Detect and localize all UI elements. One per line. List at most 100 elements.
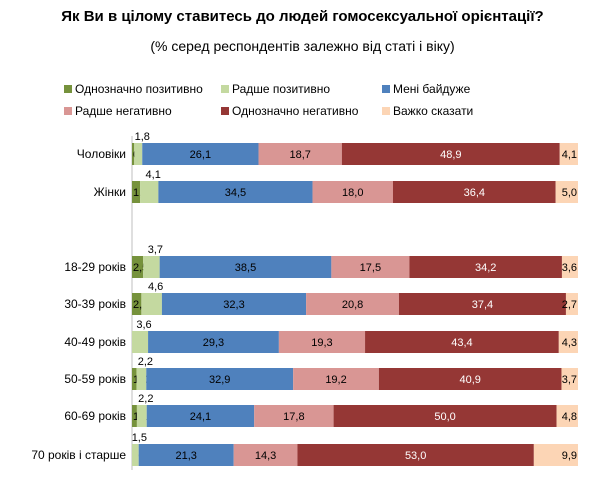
data-label: 29,3 [203, 337, 224, 349]
bar-segment [132, 181, 141, 203]
bar-segment [561, 256, 578, 278]
legend-swatch [64, 107, 72, 115]
bar-segment [333, 405, 557, 427]
data-label: 4,1 [146, 169, 161, 181]
bar-segment [331, 256, 410, 278]
data-label: 43,4 [451, 337, 472, 349]
legend-swatch [382, 85, 390, 93]
legend-swatch [221, 85, 229, 93]
bar-segment [561, 368, 578, 390]
data-label: 17,8 [283, 411, 304, 423]
bar-segment [148, 331, 279, 353]
legend-label: Радше позитивно [232, 82, 331, 96]
bar-segment [341, 143, 560, 165]
bar-segment [159, 256, 332, 278]
legend-item: Однозначно позитивно [64, 82, 203, 96]
data-label: 24,1 [190, 411, 211, 423]
data-label: 17,5 [360, 262, 381, 274]
category-label: 18-29 років [64, 260, 126, 274]
data-label: 20,8 [342, 299, 363, 311]
bar-segment [136, 405, 147, 427]
category-label: 60-69 років [64, 409, 126, 423]
chart-title: Як Ви в цілому ставитесь до людей гомосе… [61, 8, 544, 25]
bar-segment [558, 331, 578, 353]
legend-item: Мені байдуже [382, 82, 470, 96]
data-label: 2,2 [138, 393, 153, 405]
category-label: Чоловіки [77, 147, 126, 161]
data-label: 4,6 [148, 281, 163, 293]
data-label: 21,3 [175, 450, 196, 462]
category-label: 30-39 років [64, 297, 126, 311]
data-label: 3,6 [136, 319, 151, 331]
bar-segment [258, 143, 342, 165]
bar-segment [132, 331, 149, 353]
data-label: 19,3 [311, 337, 332, 349]
data-label: 4,3 [562, 337, 577, 349]
legend-item: Радше позитивно [221, 82, 330, 96]
legend-swatch [382, 107, 390, 115]
bar-segment [555, 181, 578, 203]
data-label: 5,0 [562, 187, 577, 199]
bar-segment [138, 444, 234, 466]
bar-segment [559, 143, 578, 165]
data-label: 48,9 [440, 149, 461, 161]
legend-item: Однозначно негативно [221, 104, 358, 118]
data-label: 14,3 [255, 450, 276, 462]
data-label: 50,0 [434, 411, 455, 423]
data-label: 9,9 [562, 450, 577, 462]
bar-segment [134, 143, 143, 165]
category-label: 70 років і старше [31, 448, 126, 462]
data-label: 1,5 [132, 432, 147, 444]
bar-segment [297, 444, 534, 466]
bar-segment [146, 405, 255, 427]
bar-segment [409, 256, 562, 278]
data-label: 36,4 [464, 187, 485, 199]
data-label: 18,0 [342, 187, 363, 199]
legend-label: Важко сказати [393, 104, 474, 118]
bar-segment [293, 368, 379, 390]
bar-segment [146, 368, 294, 390]
legend-swatch [64, 85, 72, 93]
bar-segment [398, 293, 566, 315]
data-label: 32,3 [223, 299, 244, 311]
data-label: 2,7 [562, 299, 577, 311]
data-label: 34,5 [225, 187, 246, 199]
legend-label: Однозначно негативно [232, 104, 359, 118]
data-label: 53,0 [405, 450, 426, 462]
legend-label: Мені байдуже [393, 82, 471, 96]
bar-segment [254, 405, 334, 427]
bar-segment [365, 331, 559, 353]
bar-segment [132, 405, 137, 427]
bar-segment [392, 181, 556, 203]
legend-label: Однозначно позитивно [75, 82, 203, 96]
chart-subtitle: (% серед респондентів залежно від статі … [150, 38, 455, 54]
bar-segment [161, 293, 307, 315]
bar-segment [233, 444, 298, 466]
legend-label: Радше негативно [75, 104, 172, 118]
bar-segment [132, 293, 142, 315]
bar-segment [132, 143, 135, 165]
data-label: 26,1 [190, 149, 211, 161]
data-label: 34,2 [475, 262, 496, 274]
data-label: 4,8 [562, 411, 577, 423]
category-label: 40-49 років [64, 335, 126, 349]
category-label: 50-59 років [64, 372, 126, 386]
data-label: 38,5 [235, 262, 256, 274]
data-label: 3,7 [148, 244, 163, 256]
bar-segment [533, 444, 578, 466]
data-label: 18,7 [289, 149, 310, 161]
data-label: 4,1 [562, 149, 577, 161]
bar-segment [136, 368, 147, 390]
legend-item: Радше негативно [64, 104, 172, 118]
bar-segment [312, 181, 393, 203]
data-label: 2,2 [138, 356, 153, 368]
category-label: Жінки [94, 185, 126, 199]
bar-segment [306, 293, 399, 315]
bar-segment [378, 368, 562, 390]
bar-segment [142, 143, 259, 165]
bar-segment [132, 368, 137, 390]
data-label: 3,7 [562, 374, 577, 386]
bar-segment [143, 256, 160, 278]
bar-segment [132, 444, 139, 466]
